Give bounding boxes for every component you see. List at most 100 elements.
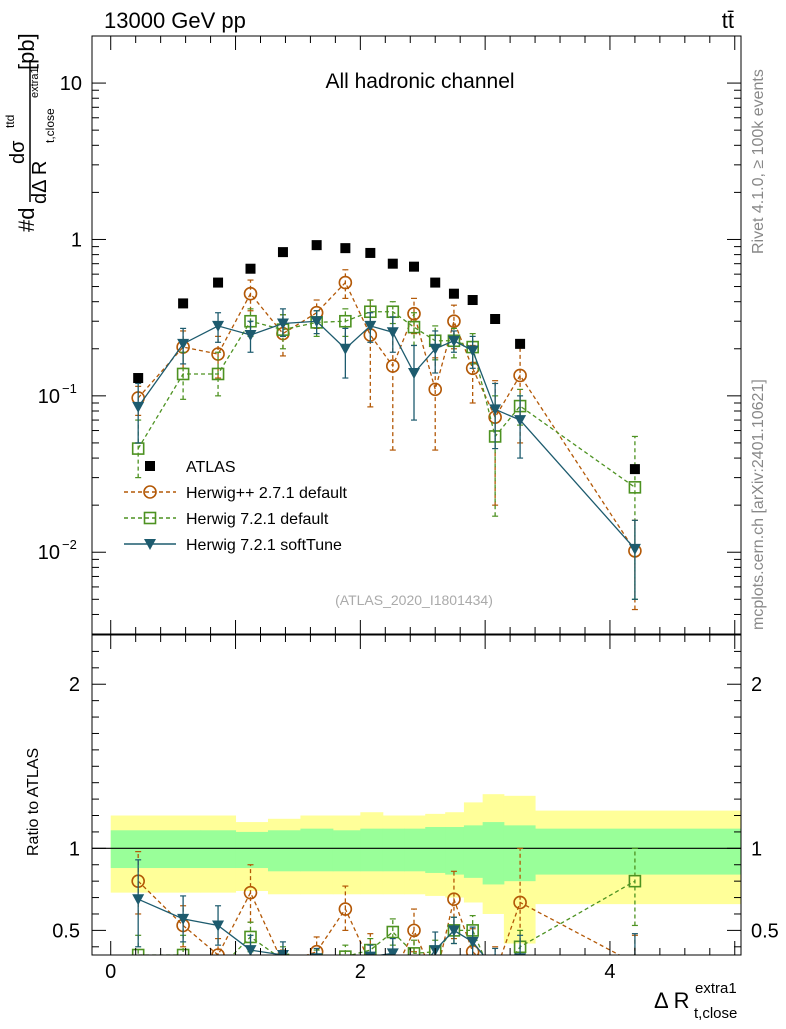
main-y-tick-label: 10: [38, 386, 60, 408]
herwigpp-271-point: [338, 275, 353, 290]
y-label-prefix: #d: [14, 208, 39, 232]
herwig-721-default-point: [176, 367, 190, 381]
x-axis-label: Δ R extra1 t,close: [654, 980, 737, 1022]
x-tick-label: 2: [355, 961, 366, 983]
herwig-721-default-legend-marker: [143, 511, 157, 525]
ratio-plot-frame: [91, 634, 742, 956]
x-label-base: Δ R: [654, 988, 689, 1013]
main-y-tick-exponent: −2: [62, 537, 77, 552]
herwig-721-softtune-ratio-point: [447, 925, 460, 937]
x-label-sup: extra1: [695, 980, 737, 997]
atlas-data-point: [448, 288, 459, 299]
herwig-721-softtune-point: [408, 367, 421, 379]
herwig-721-softtune-ratio-point: [466, 936, 479, 948]
herwig-721-default-point: [407, 320, 421, 334]
rivet-label: Rivet 4.1.0, ≥ 100k events: [750, 69, 767, 254]
herwig-721-softtune-point: [310, 316, 323, 328]
atlas-data-point: [365, 247, 376, 258]
herwigpp-271-ratio-point: [429, 974, 441, 986]
herwigpp-271-ratio-point: [513, 895, 527, 910]
herwig-721-softtune-point: [447, 335, 460, 347]
herwig-721-softtune-point: [386, 327, 399, 339]
herwig-721-softtune-legend-marker: [144, 539, 156, 550]
stat-uncertainty-band: [482, 822, 505, 885]
main-plot-frame: [91, 35, 742, 635]
atlas-data-point: [178, 298, 189, 309]
ratio-y-tick-label-right: 2: [751, 674, 762, 696]
stat-uncertainty-band: [267, 830, 301, 872]
ratio-y-tick-label: 1: [69, 838, 80, 860]
herwigpp-271-ratio-point: [387, 970, 399, 982]
atlas-data-legend-marker: [145, 461, 155, 471]
herwig-721-softtune-point: [466, 345, 479, 357]
herwig-721-softtune-point: [177, 338, 190, 350]
main-y-tick-label: 10: [38, 542, 60, 564]
herwig-721-softtune-ratio-line: [137, 898, 485, 955]
atlas-data-point: [245, 263, 256, 274]
atlas-data-point: [311, 240, 322, 251]
herwig-721-softtune-line: [137, 320, 636, 550]
herwigpp-271-point: [513, 368, 527, 383]
herwigpp-271-ratio-point: [211, 948, 225, 955]
herwigpp-271-ratio-point: [277, 957, 289, 969]
herwig-721-softtune-point: [429, 343, 442, 355]
stat-uncertainty-band: [235, 831, 269, 869]
herwig-721-default-ratio-point: [386, 925, 400, 939]
x-tick-label: 4: [604, 961, 615, 983]
stat-uncertainty-band: [445, 827, 465, 875]
atlas-data-point: [430, 277, 441, 288]
herwigpp-271-point: [407, 306, 421, 321]
herwig-721-softtune-ratio-point: [212, 920, 225, 932]
x-label-sub: t,close: [694, 1005, 737, 1022]
ratio-y-tick-label: 0.5: [52, 920, 80, 942]
herwig-721-default-ratio-line: [138, 880, 636, 955]
herwig-721-default-ratio-point: [276, 953, 290, 955]
ratio-y-tick-label-right: 1: [751, 838, 762, 860]
herwig-721-softtune-point: [489, 404, 502, 416]
stat-uncertainty-band: [463, 825, 484, 878]
atlas-data-point: [213, 277, 224, 288]
stat-uncertainty-band: [200, 830, 237, 869]
herwigpp-271-point: [447, 314, 461, 329]
herwig-721-default-point: [211, 367, 225, 381]
herwig-721-softtune-ratio-point: [276, 950, 289, 955]
herwigpp-271-legend-label: Herwig++ 2.7.1 default: [186, 485, 348, 502]
ratio-y-tick-label: 2: [69, 674, 80, 696]
herwig-721-default-ratio-point: [310, 953, 323, 955]
herwigpp-271-ratio-point: [364, 957, 376, 969]
herwig-721-default-ratio-point: [628, 874, 642, 888]
y-label-numerator: dσ: [7, 140, 29, 164]
stat-uncertainty-band: [535, 828, 741, 875]
chart-title: All hadronic channel: [325, 70, 514, 93]
legend: ATLAS Herwig++ 2.7.1 default Herwig 7.2.1 …: [124, 459, 348, 554]
herwig-721-default-point: [339, 314, 352, 328]
herwigpp-271-ratio-point: [338, 902, 353, 916]
herwig-721-default-ratio-point: [176, 948, 190, 955]
herwig-721-softtune-ratio-point: [364, 951, 377, 955]
herwig-721-softtune-ratio-point: [489, 965, 501, 976]
energy-label: 13000 GeV pp: [104, 8, 246, 33]
stat-uncertainty-band: [360, 828, 384, 872]
ratio-y-tick-label-right: 0.5: [751, 920, 779, 942]
herwig-721-default-point: [628, 481, 642, 494]
main-y-axis-label: #d dσ ttd dΔ R t,close extra1 [pb]: [3, 33, 57, 232]
stat-uncertainty-band: [503, 825, 536, 882]
atlas-data-point: [467, 295, 478, 306]
ratio-y-axis-label: Ratio to ATLAS: [25, 748, 42, 856]
herwigpp-271-point: [428, 382, 443, 397]
stat-uncertainty-band: [382, 828, 405, 872]
atlas-data-point: [629, 464, 640, 475]
herwig-721-softtune-ratio-point: [629, 957, 641, 968]
watermark: (ATLAS_2020_I1801434): [335, 592, 493, 608]
main-y-tick-exponent: −1: [62, 381, 77, 396]
stat-uncertainty-band: [404, 828, 426, 872]
atlas-data-point: [277, 247, 288, 258]
stat-uncertainty-band: [110, 830, 202, 869]
herwigpp-271-point: [385, 359, 400, 373]
y-label-unit: [pb]: [14, 33, 39, 70]
herwigpp-271-ratio-point: [629, 957, 641, 969]
main-y-tick-label: 1: [71, 229, 82, 251]
herwig-721-softtune-ratio-point: [339, 970, 351, 981]
